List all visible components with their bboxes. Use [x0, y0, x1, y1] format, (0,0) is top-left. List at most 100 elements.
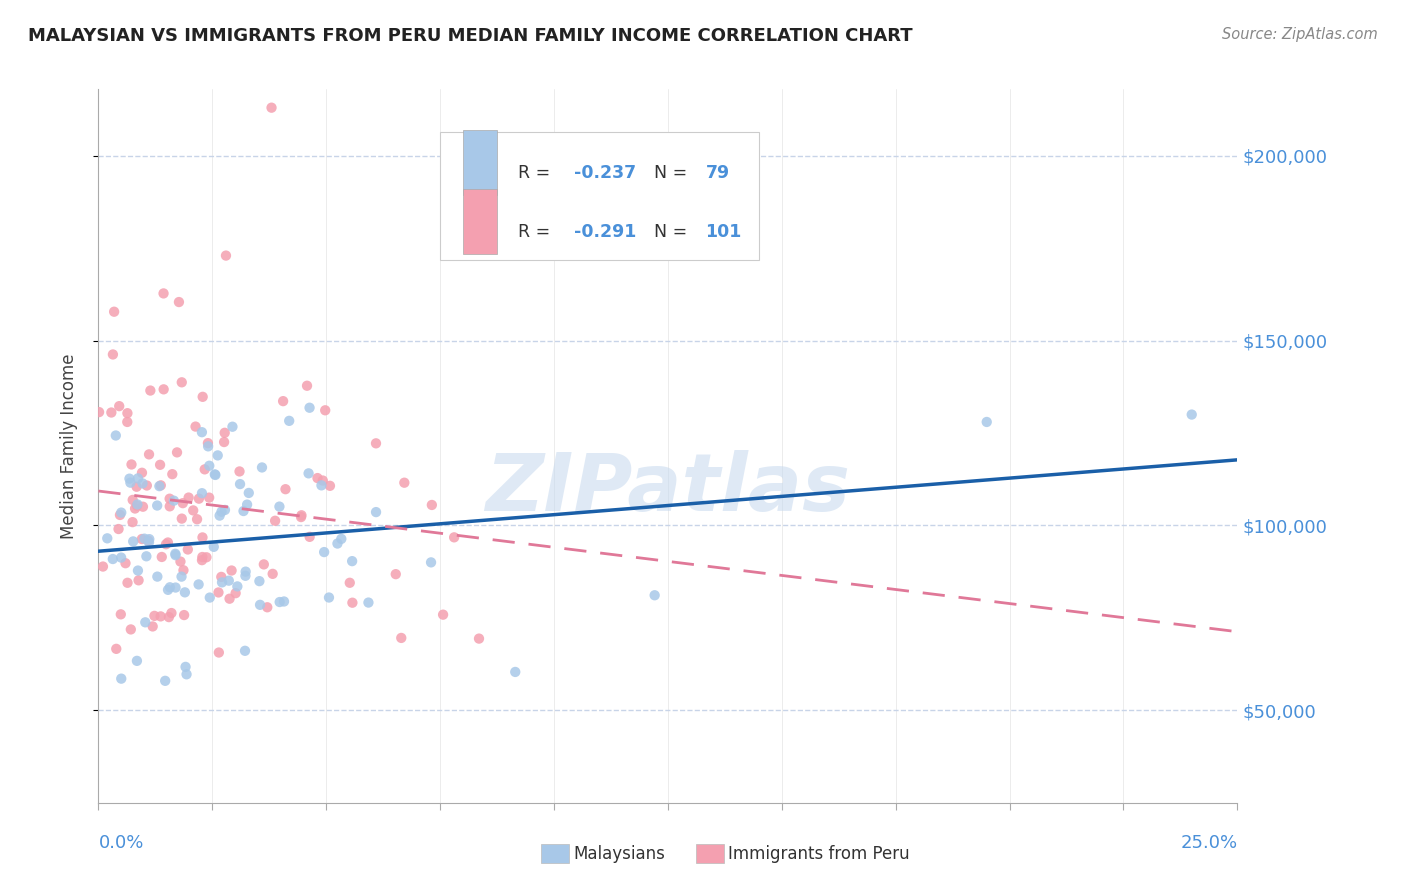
Point: [194, 462, 217, 476]
Point: [420, 498, 443, 512]
Point: [235, 565, 257, 579]
Point: [264, 514, 287, 528]
Point: [247, 574, 270, 589]
Point: [120, 475, 142, 490]
Point: [176, 667, 198, 681]
Point: [250, 460, 273, 475]
Point: [149, 609, 172, 624]
Point: [207, 449, 229, 463]
Text: Malaysians: Malaysians: [574, 845, 665, 863]
Point: [235, 569, 257, 583]
Point: [312, 474, 335, 488]
Point: [105, 641, 128, 656]
Point: [110, 550, 132, 565]
Point: [110, 672, 132, 686]
Text: -0.291: -0.291: [575, 223, 637, 241]
Point: [170, 511, 193, 525]
Point: [218, 574, 240, 588]
Point: [326, 536, 349, 550]
Text: MALAYSIAN VS IMMIGRANTS FROM PERU MEDIAN FAMILY INCOME CORRELATION CHART: MALAYSIAN VS IMMIGRANTS FROM PERU MEDIAN…: [28, 27, 912, 45]
FancyBboxPatch shape: [463, 189, 498, 253]
Point: [127, 498, 149, 512]
Point: [191, 425, 214, 440]
Point: [132, 500, 155, 514]
Point: [278, 414, 301, 428]
Point: [503, 665, 526, 679]
Point: [142, 619, 165, 633]
Point: [114, 556, 136, 570]
Point: [146, 499, 169, 513]
Point: [314, 403, 336, 417]
Point: [211, 505, 233, 519]
Point: [101, 552, 124, 566]
Point: [135, 549, 157, 564]
Point: [165, 547, 187, 561]
Point: [229, 477, 252, 491]
Point: [138, 447, 160, 461]
Point: [238, 486, 260, 500]
Point: [157, 610, 180, 624]
Point: [170, 376, 193, 390]
Point: [221, 564, 243, 578]
Point: [110, 607, 132, 622]
Point: [307, 471, 329, 485]
Point: [186, 512, 208, 526]
Point: [976, 415, 998, 429]
Point: [187, 491, 209, 506]
Point: [157, 582, 180, 597]
Point: [297, 467, 319, 481]
Point: [127, 564, 149, 578]
Point: [202, 540, 225, 554]
Point: [290, 508, 312, 523]
Point: [644, 588, 666, 602]
Point: [295, 378, 318, 392]
Point: [218, 591, 240, 606]
Point: [191, 530, 214, 544]
Point: [100, 405, 122, 419]
Point: [342, 596, 364, 610]
Point: [269, 500, 291, 514]
Point: [177, 542, 200, 557]
Point: [260, 101, 283, 115]
Point: [169, 555, 191, 569]
Point: [108, 399, 131, 413]
Point: [96, 532, 118, 546]
Point: [121, 515, 143, 529]
Point: [159, 580, 181, 594]
Point: [120, 623, 142, 637]
Point: [131, 476, 153, 491]
Point: [170, 569, 193, 583]
Y-axis label: Median Family Income: Median Family Income: [59, 353, 77, 539]
Point: [91, 559, 114, 574]
Point: [165, 581, 187, 595]
Point: [128, 574, 150, 588]
Point: [174, 660, 197, 674]
Point: [149, 458, 172, 472]
Point: [468, 632, 491, 646]
Text: Immigrants from Peru: Immigrants from Peru: [728, 845, 910, 863]
Point: [339, 575, 361, 590]
Point: [209, 570, 232, 584]
Point: [191, 549, 214, 564]
Point: [101, 347, 124, 361]
Point: [214, 425, 236, 440]
Point: [389, 631, 412, 645]
Point: [318, 591, 340, 605]
Point: [136, 533, 159, 548]
Point: [146, 569, 169, 583]
Point: [204, 467, 226, 482]
Point: [103, 304, 125, 318]
Text: 25.0%: 25.0%: [1180, 834, 1237, 852]
Point: [215, 249, 238, 263]
Point: [159, 491, 181, 506]
Point: [125, 654, 148, 668]
Point: [117, 406, 139, 420]
Point: [195, 550, 218, 565]
Point: [232, 504, 254, 518]
Point: [191, 553, 214, 567]
Point: [298, 401, 321, 415]
Point: [211, 575, 233, 590]
Point: [364, 505, 387, 519]
Point: [233, 644, 256, 658]
Point: [150, 549, 173, 564]
